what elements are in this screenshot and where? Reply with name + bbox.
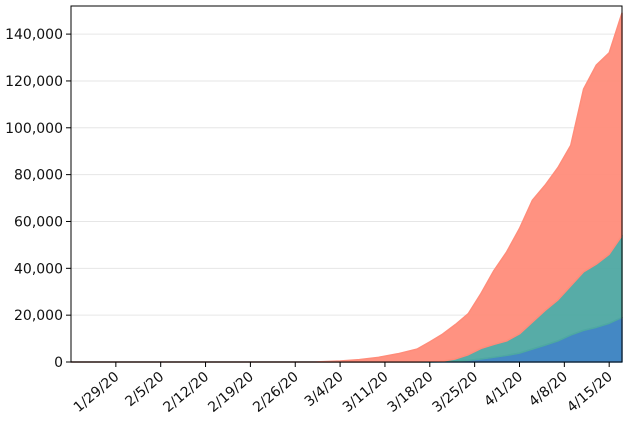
y-tick-label: 100,000 <box>5 121 63 137</box>
y-tick-label: 60,000 <box>14 214 63 230</box>
y-tick-label: 140,000 <box>5 27 63 43</box>
y-gridlines <box>71 33 622 316</box>
y-axis: 0 20,000 40,000 60,000 80,000 100,000 120,000 1… <box>5 27 71 371</box>
y-tick-label: 0 <box>54 355 63 371</box>
y-tick-label: 80,000 <box>14 168 63 184</box>
y-tick-label: 40,000 <box>14 261 63 277</box>
y-tick-label: 20,000 <box>14 308 63 324</box>
plot-frame <box>70 5 623 363</box>
y-tick-label: 120,000 <box>5 74 63 90</box>
